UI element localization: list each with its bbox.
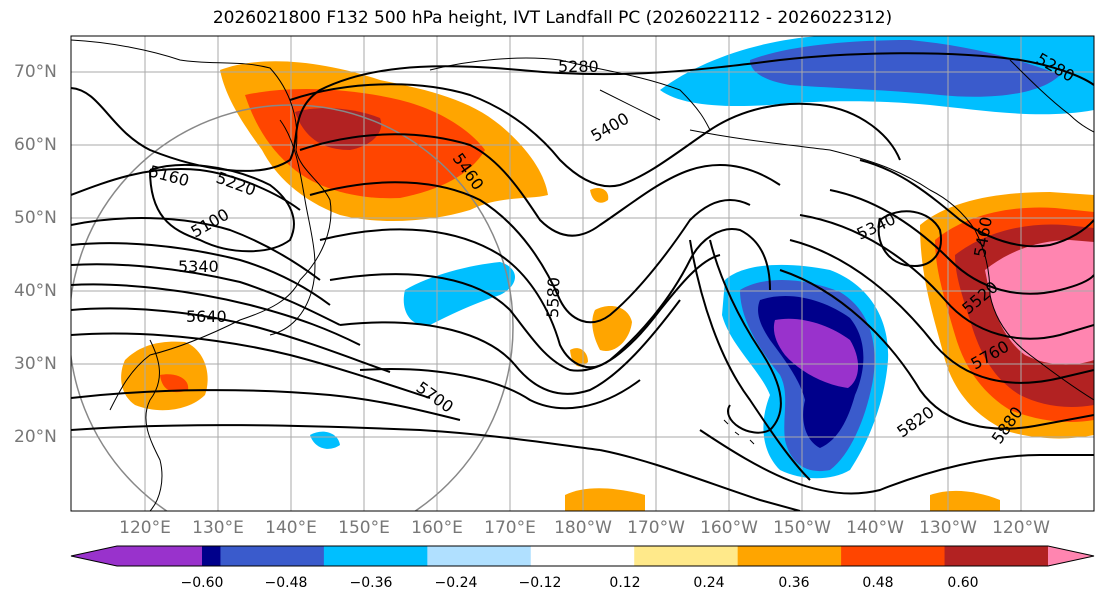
colorbar-extend-max [1048, 546, 1094, 566]
lon-label-120w: 120°W [992, 518, 1050, 538]
lat-label-20n: 20°N [14, 427, 57, 447]
lon-label-120e: 120°E [119, 518, 171, 538]
map-title: 2026021800 F132 500 hPa height, IVT Land… [212, 8, 893, 28]
colorbar-tick-label: −0.48 [264, 575, 308, 591]
lon-label-140e: 140°E [265, 518, 317, 538]
colorbar-swatch [841, 546, 946, 566]
lon-label-160w: 160°W [700, 518, 758, 538]
contour-label-5640: 5640 [186, 307, 227, 326]
colorbar-swatch [220, 546, 325, 566]
height-contours [71, 52, 1094, 511]
lon-label-130w: 130°W [919, 518, 977, 538]
lat-label-50n: 50°N [14, 208, 57, 228]
lat-label-30n: 30°N [14, 354, 57, 374]
lon-label-150e: 150°E [338, 518, 390, 538]
lat-label-70n: 70°N [14, 62, 57, 82]
colorbar-tick-label: −0.60 [180, 575, 224, 591]
region-circle [71, 104, 514, 511]
lon-label-170w: 170°W [627, 518, 685, 538]
colorbar-swatch [427, 546, 532, 566]
plot-frame [70, 35, 1095, 512]
colorbar-swatch [117, 546, 202, 566]
shade-orange-170e [592, 306, 632, 351]
shade-orange-dot [590, 188, 609, 203]
colorbar-tick-label: 0.60 [947, 575, 979, 591]
shade-orange-bottom [565, 488, 645, 511]
colorbar-tick-label: 0.12 [609, 575, 641, 591]
shade-phil-red [160, 374, 189, 393]
contour-label-5580: 5580 [543, 277, 563, 318]
colorbar-swatch [323, 546, 428, 566]
shade-blue-170e [403, 262, 515, 326]
lon-label-130e: 130°E [192, 518, 244, 538]
shade-blue-mid-ne [750, 40, 1060, 97]
colorbar-swatch [634, 546, 739, 566]
colorbar-swatch [944, 546, 1049, 566]
lat-label-40n: 40°N [14, 281, 57, 301]
colorbar [70, 545, 1095, 567]
colorbar-tick-label: 0.36 [778, 575, 810, 591]
colorbar-tick-label: 0.24 [693, 575, 725, 591]
colorbar-tick-label: 0.48 [862, 575, 894, 591]
colorbar-extend-min [71, 546, 117, 566]
lon-label-140w: 140°W [846, 518, 904, 538]
colorbar-swatch [530, 546, 635, 566]
shade-okhotsk-darkred [295, 108, 382, 150]
lat-label-60n: 60°N [14, 135, 57, 155]
contour-label-5340-w: 5340 [178, 257, 219, 276]
lon-label-180w: 180°W [554, 518, 612, 538]
colorbar-outline [70, 545, 1095, 567]
colorbar-swatch [737, 546, 842, 566]
shade-purple-cp [773, 318, 859, 388]
lon-label-150w: 150°W [773, 518, 831, 538]
contour-label-5280-n: 5280 [558, 57, 599, 76]
colorbar-tick-label: −0.36 [349, 575, 393, 591]
colorbar-tick-label: −0.24 [434, 575, 478, 591]
shade-blue-small [310, 431, 340, 449]
lon-label-170e: 170°E [484, 518, 536, 538]
lon-label-160e: 160°E [411, 518, 463, 538]
colorbar-tick-label: −0.12 [518, 575, 562, 591]
